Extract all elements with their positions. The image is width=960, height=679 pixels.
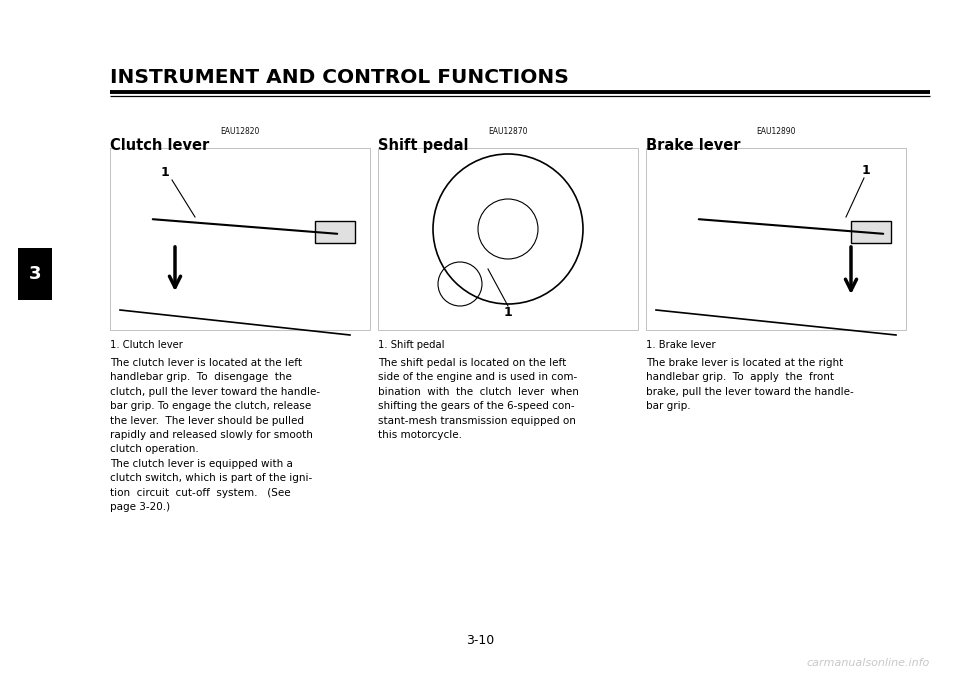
Text: EAU12820: EAU12820 <box>220 127 260 136</box>
Text: Clutch lever: Clutch lever <box>110 138 209 153</box>
Text: 1: 1 <box>160 166 169 179</box>
Text: 1. Brake lever: 1. Brake lever <box>646 340 715 350</box>
Text: The shift pedal is located on the left
side of the engine and is used in com-
bi: The shift pedal is located on the left s… <box>378 358 579 440</box>
Bar <box>646 148 906 330</box>
Text: 1. Shift pedal: 1. Shift pedal <box>378 340 444 350</box>
Text: 1: 1 <box>862 164 871 177</box>
Text: 1. Clutch lever: 1. Clutch lever <box>110 340 182 350</box>
Bar <box>851 221 891 243</box>
Text: 1: 1 <box>504 306 513 318</box>
Text: Shift pedal: Shift pedal <box>378 138 468 153</box>
Bar <box>110 148 370 330</box>
Text: carmanualsonline.info: carmanualsonline.info <box>806 658 930 668</box>
Text: 3: 3 <box>29 265 41 283</box>
Text: EAU12870: EAU12870 <box>489 127 528 136</box>
Text: EAU12890: EAU12890 <box>756 127 796 136</box>
Bar <box>315 221 355 243</box>
Bar <box>18 248 52 300</box>
Text: 3-10: 3-10 <box>466 634 494 647</box>
Text: The clutch lever is located at the left
handlebar grip.  To  disengage  the
clut: The clutch lever is located at the left … <box>110 358 320 512</box>
Text: Brake lever: Brake lever <box>646 138 740 153</box>
Bar <box>378 148 638 330</box>
Text: INSTRUMENT AND CONTROL FUNCTIONS: INSTRUMENT AND CONTROL FUNCTIONS <box>110 68 569 87</box>
Text: The brake lever is located at the right
handlebar grip.  To  apply  the  front
b: The brake lever is located at the right … <box>646 358 853 411</box>
